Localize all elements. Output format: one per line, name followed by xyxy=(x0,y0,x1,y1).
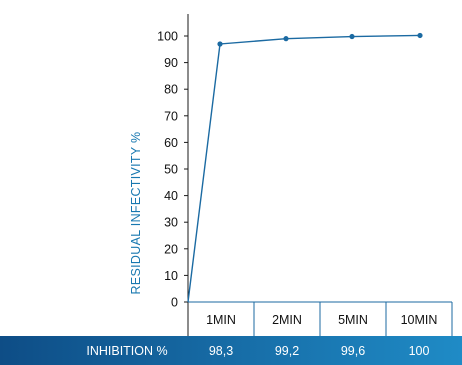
x-category-label: 5MIN xyxy=(338,313,368,327)
series-line-group xyxy=(187,32,423,303)
time-category-table: 1MIN 2MIN 5MIN 10MIN xyxy=(188,301,453,336)
data-point xyxy=(417,32,423,39)
x-category-label: 1MIN xyxy=(206,313,236,327)
series-line xyxy=(187,34,421,303)
x-category-label: 2MIN xyxy=(272,313,302,327)
y-tick-label: 40 xyxy=(164,189,178,203)
inhibition-value: 100 xyxy=(409,344,430,358)
inhibition-label: INHIBITION % xyxy=(86,344,167,358)
y-tick-label: 100 xyxy=(157,30,178,44)
data-point xyxy=(283,36,289,42)
y-tick-label: 20 xyxy=(164,242,178,256)
y-tick-label: 90 xyxy=(164,56,178,70)
inhibition-values: 98,3 99,2 99,6 100 xyxy=(209,344,430,358)
y-tick-label: 80 xyxy=(164,83,178,97)
y-axis-title: RESIDUAL INFECTIVITY % xyxy=(129,132,143,295)
inhibition-value: 99,6 xyxy=(341,344,365,358)
y-tick-label: 0 xyxy=(171,296,178,310)
y-tick-label: 10 xyxy=(164,269,178,283)
inhibition-value: 99,2 xyxy=(275,344,299,358)
data-point xyxy=(349,33,355,40)
inhibition-value: 98,3 xyxy=(209,344,233,358)
y-tick-label: 50 xyxy=(164,163,178,177)
y-axis-ticks: 0 10 20 30 40 50 60 70 80 90 100 xyxy=(157,30,188,310)
data-point xyxy=(217,41,223,47)
y-tick-label: 60 xyxy=(164,136,178,150)
inhibition-footer-bar xyxy=(0,336,462,365)
x-category-label: 10MIN xyxy=(401,313,438,327)
y-tick-label: 70 xyxy=(164,109,178,123)
y-tick-label: 30 xyxy=(164,216,178,230)
